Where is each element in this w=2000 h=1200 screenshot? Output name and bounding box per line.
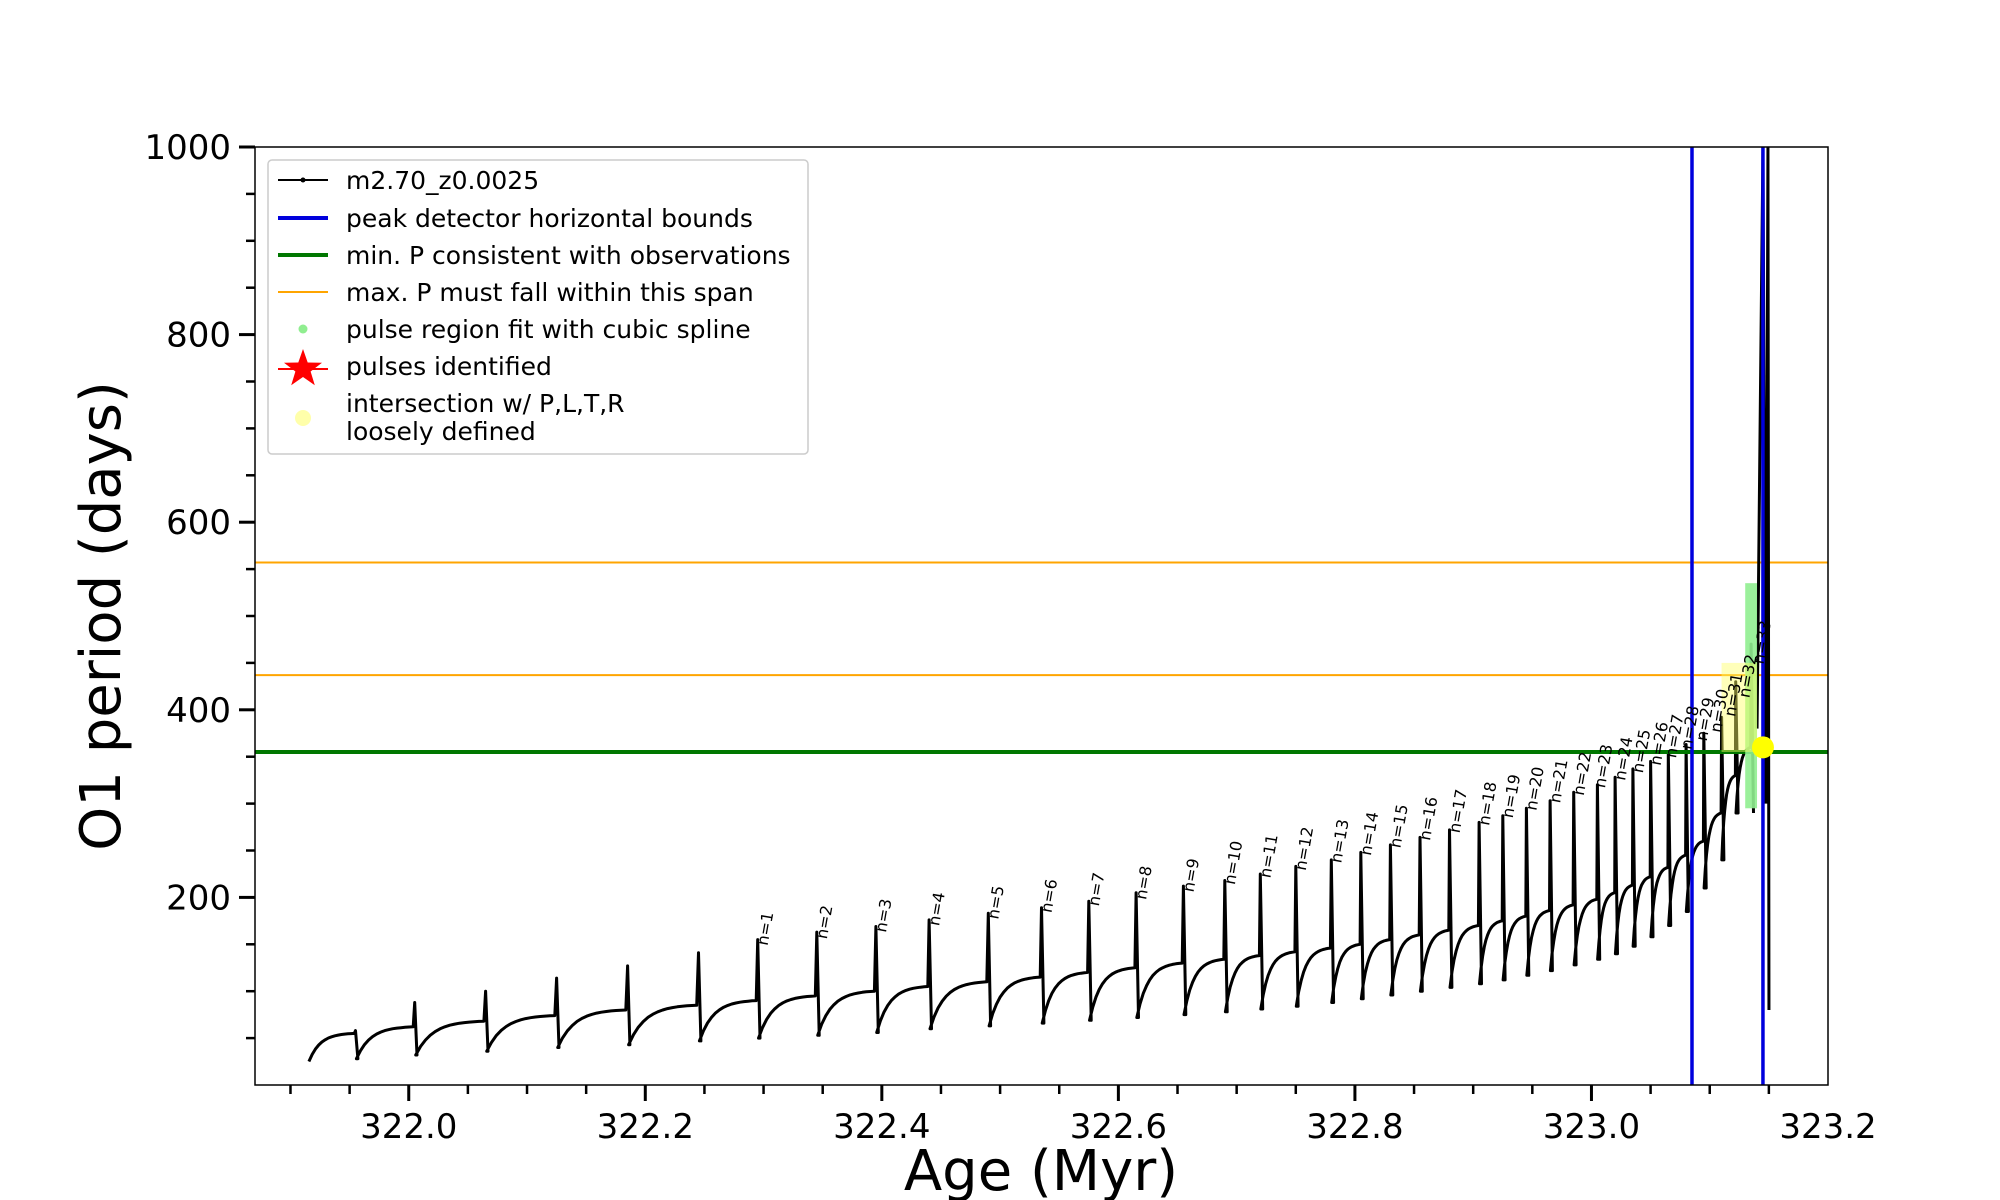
intersection-marker (1751, 736, 1774, 759)
x-tick-label-2: 322.2 (597, 1107, 694, 1147)
x-tick-label-1: 322.0 (360, 1107, 457, 1147)
legend-label-6: pulses identified (346, 352, 552, 381)
x-tick-label-3: 322.4 (833, 1107, 930, 1147)
legend-label-3: min. P consistent with observations (346, 241, 791, 270)
y-tick-label-1: 200 (166, 878, 231, 918)
series-final-burst (1755, 147, 1771, 1010)
legend-label-5: pulse region fit with cubic spline (346, 315, 751, 344)
legend-box (267, 159, 809, 455)
legend-swatch-6 (284, 349, 322, 386)
x-axis-label: Age (Myr) (904, 1139, 1178, 1200)
x-tick-label-6: 323.0 (1543, 1107, 1640, 1147)
x-tick-label-4: 322.6 (1070, 1107, 1167, 1147)
spline-region-band (1745, 583, 1758, 809)
loosely-defined-band (1721, 662, 1758, 753)
legend-label-4: max. P must fall within this span (346, 278, 754, 307)
legend-swatch-5 (298, 324, 308, 334)
y-tick-label-3: 600 (166, 503, 231, 543)
legend-label-7-line2: loosely defined (346, 417, 536, 446)
legend-marker-1 (300, 177, 306, 183)
legend-label-1: m2.70_z0.0025 (346, 166, 539, 195)
y-tick-label-2: 400 (166, 691, 231, 731)
series-m2-70-z0-0025-line (307, 642, 1755, 1063)
legend-label-2: peak detector horizontal bounds (346, 204, 753, 233)
legend-swatch-7 (295, 410, 311, 426)
y-tick-label-5: 1000 (144, 128, 231, 168)
legend-label-7: intersection w/ P,L,T,R (346, 389, 625, 418)
y-axis-label: O1 period (days) (69, 381, 134, 851)
x-tick-label-5: 322.8 (1306, 1107, 1403, 1147)
x-tick-label-7: 323.2 (1779, 1107, 1876, 1147)
y-tick-label-4: 800 (166, 316, 231, 356)
